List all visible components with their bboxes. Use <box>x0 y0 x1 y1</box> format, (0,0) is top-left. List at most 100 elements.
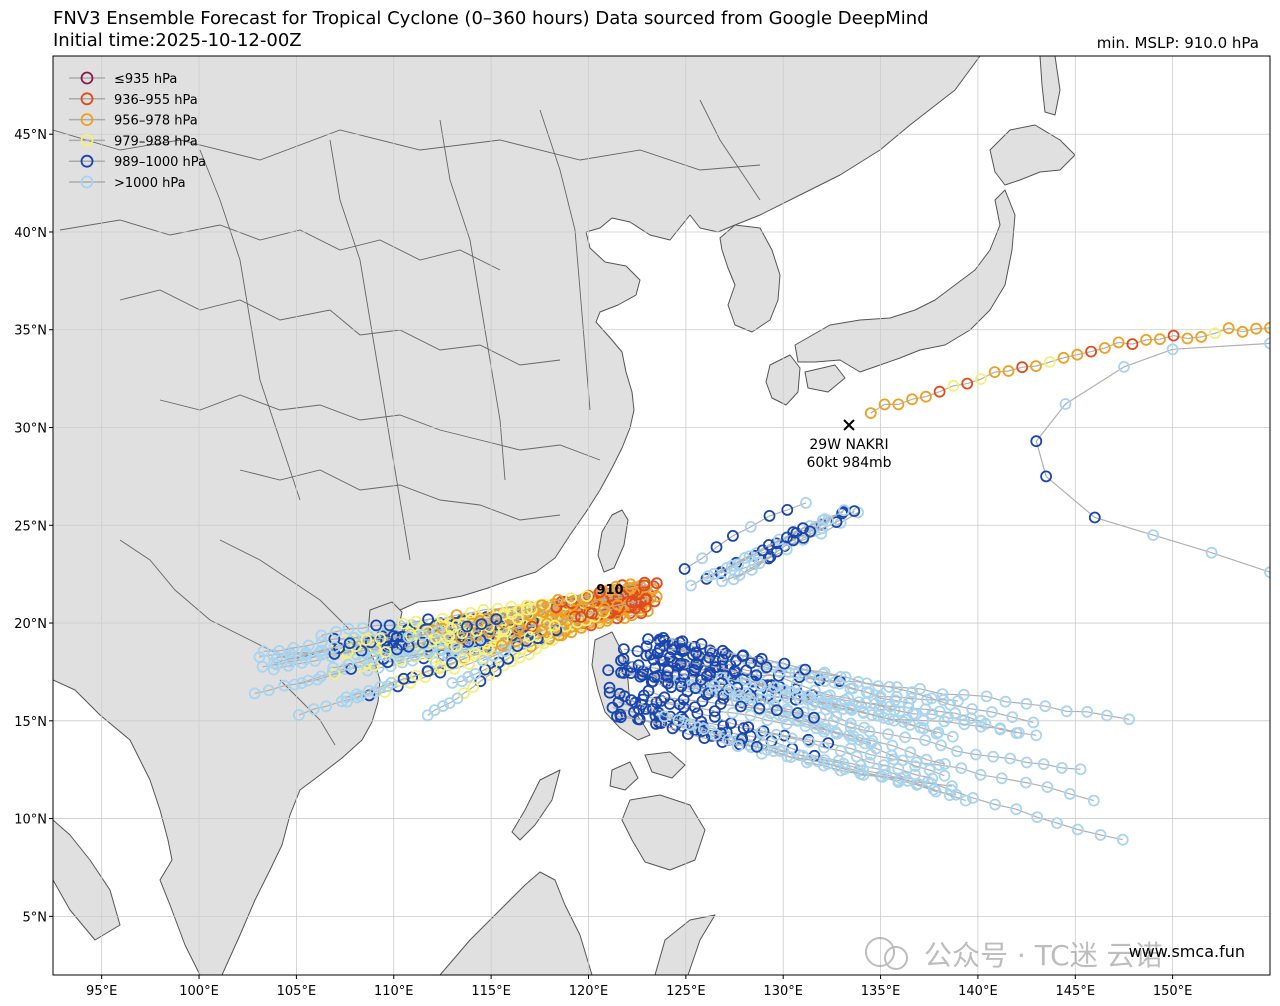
track-point <box>647 703 659 715</box>
track-point <box>647 653 660 666</box>
japan-shikoku <box>804 364 846 393</box>
track-point <box>773 533 786 546</box>
track-line <box>721 509 845 582</box>
track-point <box>536 625 548 637</box>
track-point <box>391 643 403 656</box>
track-point <box>797 706 810 719</box>
track-point <box>844 717 857 730</box>
lon-tick-label: 115°E <box>471 984 511 999</box>
track-point <box>617 653 630 665</box>
track-point <box>536 599 548 612</box>
track-point <box>702 687 715 700</box>
track-point <box>803 735 816 748</box>
track-point <box>883 713 895 726</box>
track-point <box>469 647 482 660</box>
track-point <box>919 734 931 747</box>
track-point <box>625 582 637 594</box>
initial-time: Initial time:2025-10-12-00Z <box>53 30 302 51</box>
track-point <box>958 718 971 731</box>
track-point <box>611 599 624 611</box>
track-point <box>696 552 709 565</box>
track-point <box>770 728 783 741</box>
legend-label: 936–955 hPa <box>114 93 198 108</box>
track-point <box>362 685 375 697</box>
track-point <box>360 634 373 646</box>
korea <box>719 224 781 333</box>
track-point <box>610 583 622 596</box>
track-point <box>786 732 798 745</box>
track-point <box>678 668 690 681</box>
japan-hokkaido <box>989 124 1076 186</box>
track-point <box>961 377 974 390</box>
ensemble-tracks <box>248 322 1270 846</box>
track-point <box>689 682 702 695</box>
track-point <box>1056 762 1068 774</box>
lat-tick-label: 35°N <box>14 324 47 339</box>
track-point <box>632 659 645 672</box>
track-point <box>446 677 459 689</box>
track-point <box>603 681 616 694</box>
track-point <box>636 669 649 682</box>
lon-tick-label: 130°E <box>763 984 803 999</box>
track-point <box>402 631 415 644</box>
lat-tick-label: 45°N <box>14 128 47 143</box>
province-borders <box>53 99 761 746</box>
track-point <box>390 631 403 643</box>
lon-tick-label: 150°E <box>1153 984 1193 999</box>
track-point <box>445 622 458 635</box>
lon-tick-label: 135°E <box>861 984 901 999</box>
track-point <box>397 617 410 630</box>
track-point <box>672 714 685 726</box>
track-point <box>598 602 611 614</box>
track-point <box>866 709 878 721</box>
track-point <box>497 624 510 636</box>
lon-tick-label: 110°E <box>374 984 414 999</box>
min-mslp: min. MSLP: 910.0 hPa <box>1096 34 1259 52</box>
track-point <box>561 614 574 627</box>
track-point <box>1030 729 1043 742</box>
track-point <box>1020 697 1033 710</box>
track-point <box>830 516 843 528</box>
track-point <box>1081 705 1094 718</box>
track-point <box>980 690 993 703</box>
track-point <box>499 645 511 657</box>
track-point <box>780 718 793 730</box>
track-point <box>397 672 410 685</box>
track-point <box>1101 709 1113 722</box>
track-point <box>383 619 396 632</box>
track-point <box>467 681 480 693</box>
track-point <box>999 695 1012 708</box>
track-point <box>726 706 739 719</box>
legend-label: 989–1000 hPa <box>114 155 206 170</box>
track-point <box>1040 470 1052 483</box>
track-point <box>1060 705 1073 718</box>
legend-label: 956–978 hPa <box>114 114 198 129</box>
track-point <box>689 701 701 713</box>
land-masses <box>53 56 1076 975</box>
track-point <box>1043 356 1056 368</box>
track-point <box>1074 763 1087 776</box>
track-line <box>734 511 859 573</box>
track-point <box>262 684 275 697</box>
track-point <box>762 552 775 565</box>
track-point <box>490 613 503 626</box>
track-point <box>708 705 721 717</box>
track-point <box>575 611 587 623</box>
track-point <box>750 740 763 753</box>
track-point <box>1016 361 1029 374</box>
track-point <box>989 798 1001 811</box>
track-point <box>340 691 353 704</box>
track-point <box>936 688 949 700</box>
legend-marker <box>80 71 94 85</box>
track-point <box>763 539 775 551</box>
track-point <box>698 722 710 735</box>
track-point <box>684 719 696 731</box>
track-point <box>944 698 957 711</box>
track-point <box>650 718 662 730</box>
track-point <box>904 746 917 759</box>
track-point <box>761 714 774 727</box>
lon-tick-label: 140°E <box>958 984 998 999</box>
track-point <box>709 661 722 673</box>
lon-tick-label: 105°E <box>277 984 317 999</box>
track-point <box>877 711 890 724</box>
